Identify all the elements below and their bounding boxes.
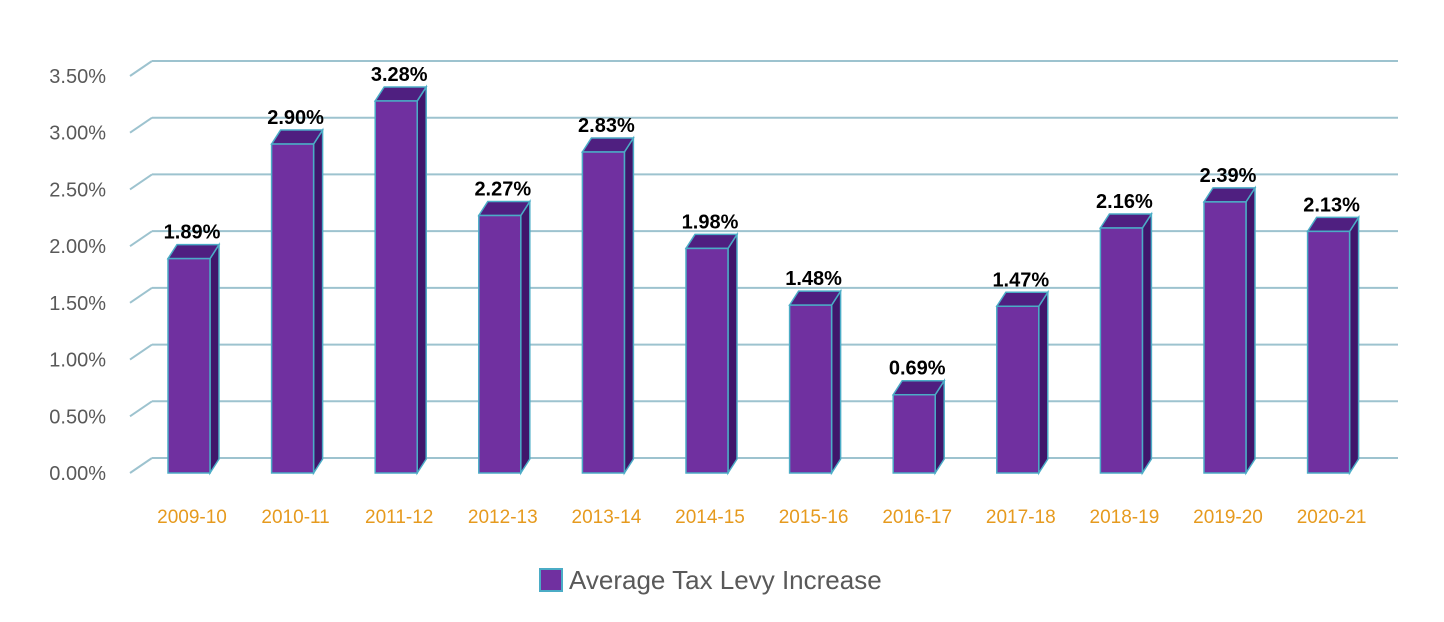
bar xyxy=(373,84,428,476)
bar xyxy=(270,127,324,476)
bar-side xyxy=(209,242,220,476)
data-label: 1.48% xyxy=(785,268,842,290)
y-tick-label: 3.50% xyxy=(49,66,106,88)
bar-side xyxy=(1141,211,1153,476)
legend-label: Average Tax Levy Increase xyxy=(569,565,882,595)
legend: Average Tax Levy Increase xyxy=(539,565,882,595)
gridline-diagonal xyxy=(129,173,153,191)
bar-top xyxy=(477,200,532,217)
data-label: 2.39% xyxy=(1200,165,1257,187)
bar xyxy=(477,198,532,476)
bar-side xyxy=(1245,185,1256,476)
y-tick-label: 2.50% xyxy=(49,179,106,201)
data-label: 2.13% xyxy=(1303,194,1360,216)
bar-top xyxy=(995,291,1050,308)
bar xyxy=(166,242,221,476)
gridline-diagonal xyxy=(129,287,153,304)
bar-front xyxy=(1203,201,1247,474)
x-axis-ticks: 2009-10 2010-11 2011-12 2012-13 2013-14 2014-… xyxy=(157,507,1366,528)
bar-front xyxy=(892,393,936,474)
x-tick-label: 2019-20 xyxy=(1193,507,1263,528)
data-label: 0.69% xyxy=(889,358,946,380)
x-tick-label: 2020-21 xyxy=(1297,507,1367,528)
bar-top xyxy=(1306,216,1360,233)
x-tick-label: 2012-13 xyxy=(468,507,538,528)
x-tick-label: 2016-17 xyxy=(882,507,952,528)
data-label: 2.27% xyxy=(474,179,531,201)
data-label: 3.28% xyxy=(371,64,428,86)
y-tick-label: 0.50% xyxy=(49,406,106,428)
bar-front xyxy=(1099,227,1144,474)
x-tick-label: 2011-12 xyxy=(365,507,433,528)
bar-front xyxy=(581,151,626,474)
y-tick-label: 2.00% xyxy=(49,236,106,258)
x-tick-label: 2017-18 xyxy=(986,507,1056,528)
gridline-diagonal xyxy=(129,60,153,77)
bar-front xyxy=(478,214,522,474)
data-label: 2.16% xyxy=(1096,191,1153,213)
x-tick-label: 2015-16 xyxy=(779,507,849,528)
bar-side xyxy=(934,378,945,476)
gridline-diagonal xyxy=(129,230,153,247)
bar xyxy=(891,378,946,476)
data-label: 2.83% xyxy=(578,115,635,137)
y-tick-label: 3.00% xyxy=(49,123,106,145)
bar-side xyxy=(1038,289,1049,476)
bar-side xyxy=(416,84,427,476)
gridline-diagonal xyxy=(129,116,153,134)
data-label: 2.90% xyxy=(267,107,324,129)
bar-side xyxy=(830,288,842,476)
bar-front xyxy=(1306,230,1351,474)
gridlines xyxy=(129,60,1398,474)
bar-front xyxy=(788,304,833,474)
bar-top xyxy=(788,290,842,306)
bar-top xyxy=(891,379,946,396)
data-label: 1.47% xyxy=(992,269,1049,291)
x-tick-label: 2014-15 xyxy=(675,507,745,528)
y-tick-label: 1.00% xyxy=(49,350,106,372)
bar-side xyxy=(623,135,635,476)
bar xyxy=(581,135,635,476)
gridline-diagonal xyxy=(129,457,153,474)
bar-front xyxy=(270,143,315,474)
bar-side xyxy=(520,198,531,476)
bar-top xyxy=(373,86,428,102)
data-label: 1.98% xyxy=(682,211,739,233)
bar-top xyxy=(684,233,739,250)
bar-front xyxy=(374,100,418,474)
y-tick-label: 0.00% xyxy=(49,463,106,485)
bar-top xyxy=(1202,187,1257,203)
bar-top xyxy=(270,129,324,145)
bar xyxy=(788,288,842,476)
bar-top xyxy=(1099,213,1153,229)
y-axis-ticks: 0.00% 0.50% 1.00% 1.50% 2.00% 2.50% 3.00% 3.50% xyxy=(49,66,106,485)
bar-top xyxy=(166,243,221,260)
x-tick-label: 2018-19 xyxy=(1090,507,1160,528)
x-tick-label: 2010-11 xyxy=(261,507,329,528)
bar xyxy=(995,289,1050,476)
bar xyxy=(1306,214,1360,476)
bar-front xyxy=(685,247,729,474)
x-tick-label: 2013-14 xyxy=(572,507,642,528)
bar xyxy=(1099,211,1153,476)
bar-front xyxy=(167,257,211,474)
bar-side xyxy=(1348,214,1360,476)
bars: 1.89% 2.90% 3.28% 2.27% 2.83% 1.98% 1.48% 0.69%… xyxy=(164,64,1360,476)
gridline-diagonal xyxy=(129,400,153,418)
bar-side xyxy=(312,127,324,476)
bar-front xyxy=(996,305,1040,474)
x-tick-label: 2009-10 xyxy=(157,507,227,528)
gridline-diagonal xyxy=(129,343,153,361)
bar xyxy=(684,231,739,476)
bar xyxy=(1202,185,1257,476)
bar-side xyxy=(727,231,738,476)
bar-top xyxy=(581,137,635,153)
legend-swatch xyxy=(539,568,563,592)
y-tick-label: 1.50% xyxy=(49,293,106,315)
data-label: 1.89% xyxy=(164,222,221,244)
